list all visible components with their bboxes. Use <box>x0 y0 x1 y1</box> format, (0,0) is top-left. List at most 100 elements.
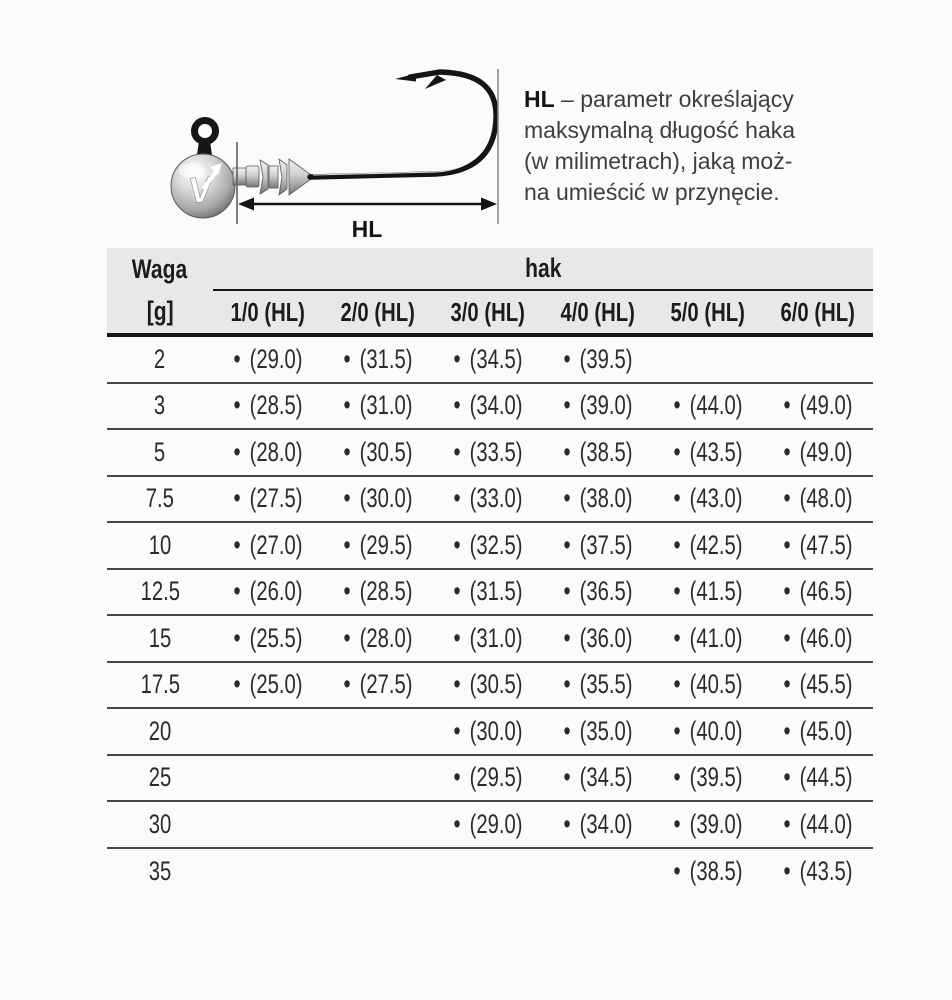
hl-value-cell: • (27.5) <box>323 669 433 700</box>
jig-eyelet <box>191 117 219 155</box>
weight-cell: 30 <box>148 808 172 839</box>
weight-cell: 35 <box>148 856 172 887</box>
bullet-icon: • <box>343 436 351 467</box>
hl-value: (44.5) <box>799 762 853 793</box>
bullet-icon: • <box>783 436 791 467</box>
weight-cell: 5 <box>154 436 166 467</box>
hl-value: (29.5) <box>359 529 413 560</box>
hl-value-cell: • (36.5) <box>543 576 653 607</box>
hl-value-cell: • (43.5) <box>763 856 873 887</box>
hl-value-cell: • (27.0) <box>213 530 323 561</box>
bullet-icon: • <box>673 622 681 653</box>
table-row: 5 • (28.0) • (30.5) • (33.5) • (38.5) • (43.5) • (49… <box>107 430 873 477</box>
hl-value-cell: • (44.0) <box>763 809 873 840</box>
hl-dimension-arrow <box>238 197 497 211</box>
hl-value: (35.0) <box>579 715 633 746</box>
weight-unit-label: [g] <box>146 296 174 326</box>
hl-value-cell: • (28.5) <box>323 576 433 607</box>
bullet-icon: • <box>453 669 461 700</box>
hl-value-cell: • (36.0) <box>543 623 653 654</box>
bullet-icon: • <box>343 343 351 374</box>
hl-value: (36.0) <box>579 622 633 653</box>
bullet-icon: • <box>673 762 681 793</box>
bullet-icon: • <box>563 669 571 700</box>
hl-value-cell: • (48.0) <box>763 483 873 514</box>
hl-value-cell: • (30.0) <box>323 483 433 514</box>
hl-value-cell: • (33.0) <box>433 483 543 514</box>
bullet-icon: • <box>563 343 571 374</box>
hl-value-cell: • (38.5) <box>543 437 653 468</box>
bullet-icon: • <box>673 715 681 746</box>
hl-value: (38.5) <box>689 856 743 887</box>
hl-value-cell: • (40.5) <box>653 669 763 700</box>
hl-value: (38.5) <box>579 436 633 467</box>
table-row: 7.5 • (27.5) • (30.0) • (33.0) • (38.0) • (43.0) • (… <box>107 477 873 523</box>
hl-value-cell: • (30.0) <box>433 716 543 747</box>
hl-value: (30.0) <box>359 483 413 514</box>
bullet-icon: • <box>563 529 571 560</box>
bullet-icon: • <box>453 762 461 793</box>
hl-value-cell: • (25.0) <box>213 669 323 700</box>
bullet-icon: • <box>783 715 791 746</box>
hl-value: (41.0) <box>689 622 743 653</box>
hl-value: (36.5) <box>579 576 633 607</box>
jig-ball-head: V <box>170 153 236 219</box>
hl-value-cell: • (31.5) <box>323 344 433 375</box>
hl-value-cell: • (28.0) <box>213 437 323 468</box>
weight-column-header: Waga [g] <box>107 248 213 333</box>
bullet-icon: • <box>453 576 461 607</box>
hl-value: (39.5) <box>579 343 633 374</box>
hl-value: (29.0) <box>469 808 523 839</box>
hl-value-cell: • (28.0) <box>323 623 433 654</box>
bullet-icon: • <box>343 529 351 560</box>
weight-cell: 10 <box>148 529 172 560</box>
hook-size-header: 3/0 (HL) <box>450 296 526 327</box>
weight-cell: 15 <box>148 622 172 653</box>
bullet-icon: • <box>563 715 571 746</box>
hook-barb <box>425 75 446 89</box>
hl-value: (27.0) <box>249 529 303 560</box>
hl-value-cell: • (44.5) <box>763 762 873 793</box>
hl-value-cell: • (49.0) <box>763 390 873 421</box>
hl-value: (39.5) <box>689 762 743 793</box>
bullet-icon: • <box>783 390 791 421</box>
bullet-icon: • <box>673 483 681 514</box>
hl-value-cell: • (41.5) <box>653 576 763 607</box>
hl-value: (25.0) <box>249 669 303 700</box>
table-row: 15 • (25.5) • (28.0) • (31.0) • (36.0) • (41.0) • (4… <box>107 616 873 663</box>
hl-value-cell: • (33.5) <box>433 437 543 468</box>
hl-value: (25.5) <box>249 622 303 653</box>
weight-cell: 20 <box>148 715 172 746</box>
hl-value: (27.5) <box>359 669 413 700</box>
hook-size-header: 1/0 (HL) <box>230 296 306 327</box>
hl-value: (28.0) <box>359 622 413 653</box>
hl-value: (42.5) <box>689 529 743 560</box>
hl-value: (28.5) <box>249 390 303 421</box>
hl-value-cell: • (35.0) <box>543 716 653 747</box>
hl-value: (35.5) <box>579 669 633 700</box>
hl-value: (43.5) <box>799 856 853 887</box>
bullet-icon: • <box>233 343 241 374</box>
hl-value: (31.5) <box>469 576 523 607</box>
hl-value-cell: • (38.0) <box>543 483 653 514</box>
hl-value: (37.5) <box>579 529 633 560</box>
hl-value: (38.0) <box>579 483 633 514</box>
hl-value-cell: • (43.5) <box>653 437 763 468</box>
bullet-icon: • <box>783 762 791 793</box>
hl-value: (34.0) <box>579 808 633 839</box>
hl-value-cell: • (40.0) <box>653 716 763 747</box>
hl-value: (46.5) <box>799 576 853 607</box>
bullet-icon: • <box>783 856 791 887</box>
bullet-icon: • <box>673 856 681 887</box>
hl-value-cell: • (25.5) <box>213 623 323 654</box>
hl-value: (45.0) <box>799 715 853 746</box>
hl-value-cell: • (34.5) <box>543 762 653 793</box>
bullet-icon: • <box>343 669 351 700</box>
bullet-icon: • <box>673 808 681 839</box>
hl-value-cell: • (29.0) <box>433 809 543 840</box>
table-row: 12.5 • (26.0) • (28.5) • (31.5) • (36.5) • (41.5) •… <box>107 570 873 616</box>
hl-value-cell: • (35.5) <box>543 669 653 700</box>
hl-value-cell: • (31.0) <box>433 623 543 654</box>
bullet-icon: • <box>563 483 571 514</box>
table-row: 17.5 • (25.0) • (27.5) • (30.5) • (35.5) • (40.5) •… <box>107 663 873 709</box>
